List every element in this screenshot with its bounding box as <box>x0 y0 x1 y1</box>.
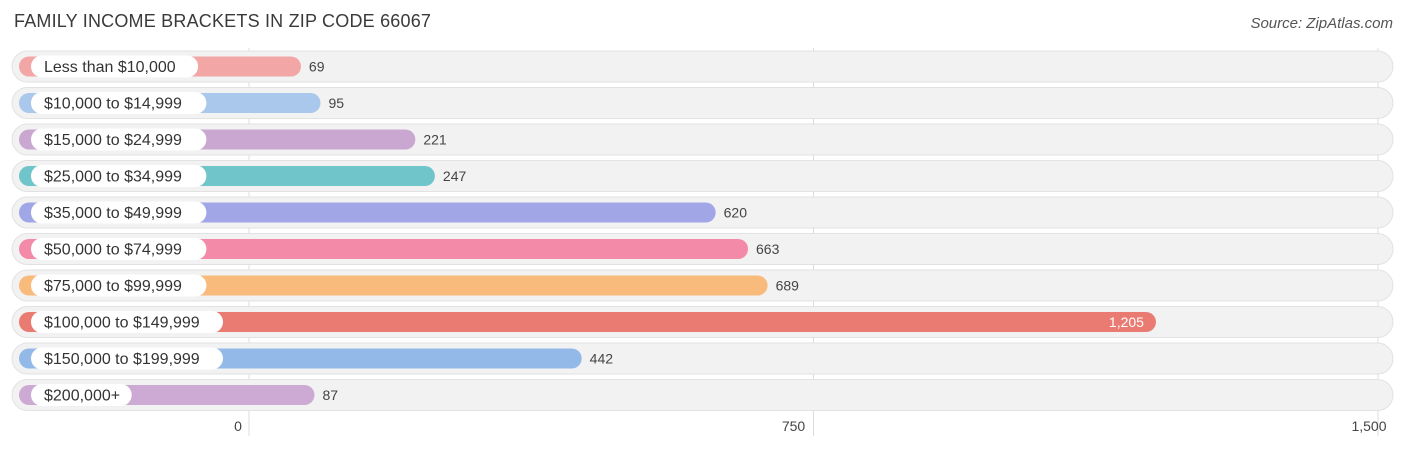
category-pill <box>31 311 223 333</box>
bar-row: $100,000 to $149,999 1,205 <box>11 306 1394 338</box>
bar-row: $200,000+ 87 <box>11 379 1394 411</box>
bar-row: $75,000 to $99,999 689 <box>11 269 1394 302</box>
bar-row: $150,000 to $199,999 442 <box>11 342 1394 375</box>
row-background <box>11 87 1394 119</box>
category-label: $75,000 to $99,999 <box>44 278 182 295</box>
category-pill <box>31 55 199 78</box>
bar-row: $10,000 to $14,999 95 <box>11 87 1394 119</box>
x-tick-label: 1,500 <box>1351 418 1386 434</box>
category-label: $15,000 to $24,999 <box>44 132 182 149</box>
row-background <box>11 50 1394 83</box>
category-pill <box>31 347 223 370</box>
bar-row: $15,000 to $24,999 221 <box>11 123 1394 156</box>
value-label: 95 <box>329 95 345 111</box>
value-label: 442 <box>590 351 614 367</box>
value-label: 221 <box>423 132 447 148</box>
category-pill <box>31 165 207 187</box>
value-label: 689 <box>776 278 800 294</box>
x-tick-label: 750 <box>782 418 806 434</box>
value-label: 663 <box>756 241 780 257</box>
bar-row: $35,000 to $49,999 620 <box>11 196 1394 229</box>
category-pill <box>31 238 207 260</box>
x-axis-ticks: 0 750 1,500 <box>234 418 1387 434</box>
value-label: 247 <box>443 168 467 184</box>
value-label: 620 <box>724 205 748 221</box>
category-label: $100,000 to $149,999 <box>44 315 200 332</box>
category-pill <box>31 274 207 297</box>
category-pill <box>31 128 207 151</box>
chart-rows: Less than $10,000 69$10,000 to $14,999 95$… <box>11 50 1394 411</box>
source-note: Source: ZipAtlas.com <box>1250 15 1393 32</box>
bar <box>19 312 1156 332</box>
category-label: $150,000 to $199,999 <box>44 351 200 368</box>
bar-row: $50,000 to $74,999 663 <box>11 233 1394 265</box>
chart-title: FAMILY INCOME BRACKETS IN ZIP CODE 66067 <box>14 11 432 31</box>
x-tick-label: 0 <box>234 418 242 434</box>
category-label: $25,000 to $34,999 <box>44 169 182 186</box>
category-pill <box>31 201 207 224</box>
value-label: 87 <box>322 387 338 403</box>
category-label: $200,000+ <box>44 388 120 405</box>
category-pill <box>31 92 207 114</box>
bar <box>19 275 768 296</box>
value-label: 1,205 <box>1109 314 1144 330</box>
category-label: $50,000 to $74,999 <box>44 242 182 259</box>
row-background <box>11 379 1394 411</box>
bar-row: Less than $10,000 69 <box>11 50 1394 83</box>
value-label: 69 <box>309 59 325 75</box>
category-pill <box>31 384 132 406</box>
category-label: $10,000 to $14,999 <box>44 96 182 113</box>
category-label: Less than $10,000 <box>44 59 176 76</box>
bar-row: $25,000 to $34,999 247 <box>11 160 1394 192</box>
category-label: $35,000 to $49,999 <box>44 205 182 222</box>
